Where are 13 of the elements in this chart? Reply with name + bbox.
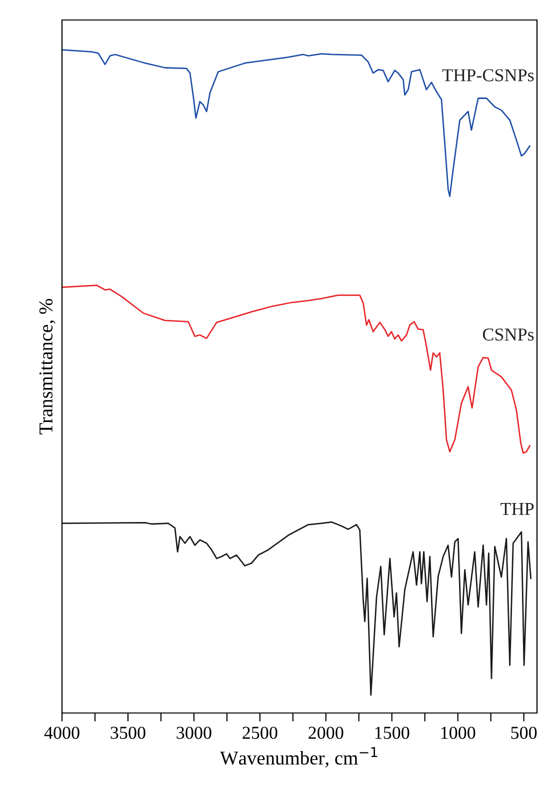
x-tick-label: 3000 [176, 726, 212, 739]
x-tick-label: 2500 [242, 726, 278, 739]
series-label: THP-CSNPs [442, 69, 534, 82]
x-tick-label: 1000 [441, 726, 476, 739]
y-axis-title: Transmittance, % [39, 298, 56, 434]
series-label: CSNPs [482, 328, 534, 341]
x-tick-label: 500 [511, 726, 537, 739]
x-tick-label: 2000 [308, 726, 344, 739]
x-tick-label: 4000 [44, 726, 80, 739]
x-axis-title: Wavenumber, cm$^{−1}$ [220, 747, 378, 768]
series-label: THP [500, 503, 534, 515]
x-tick-label: 1500 [375, 726, 410, 739]
x-tick-label: 3500 [110, 726, 146, 739]
